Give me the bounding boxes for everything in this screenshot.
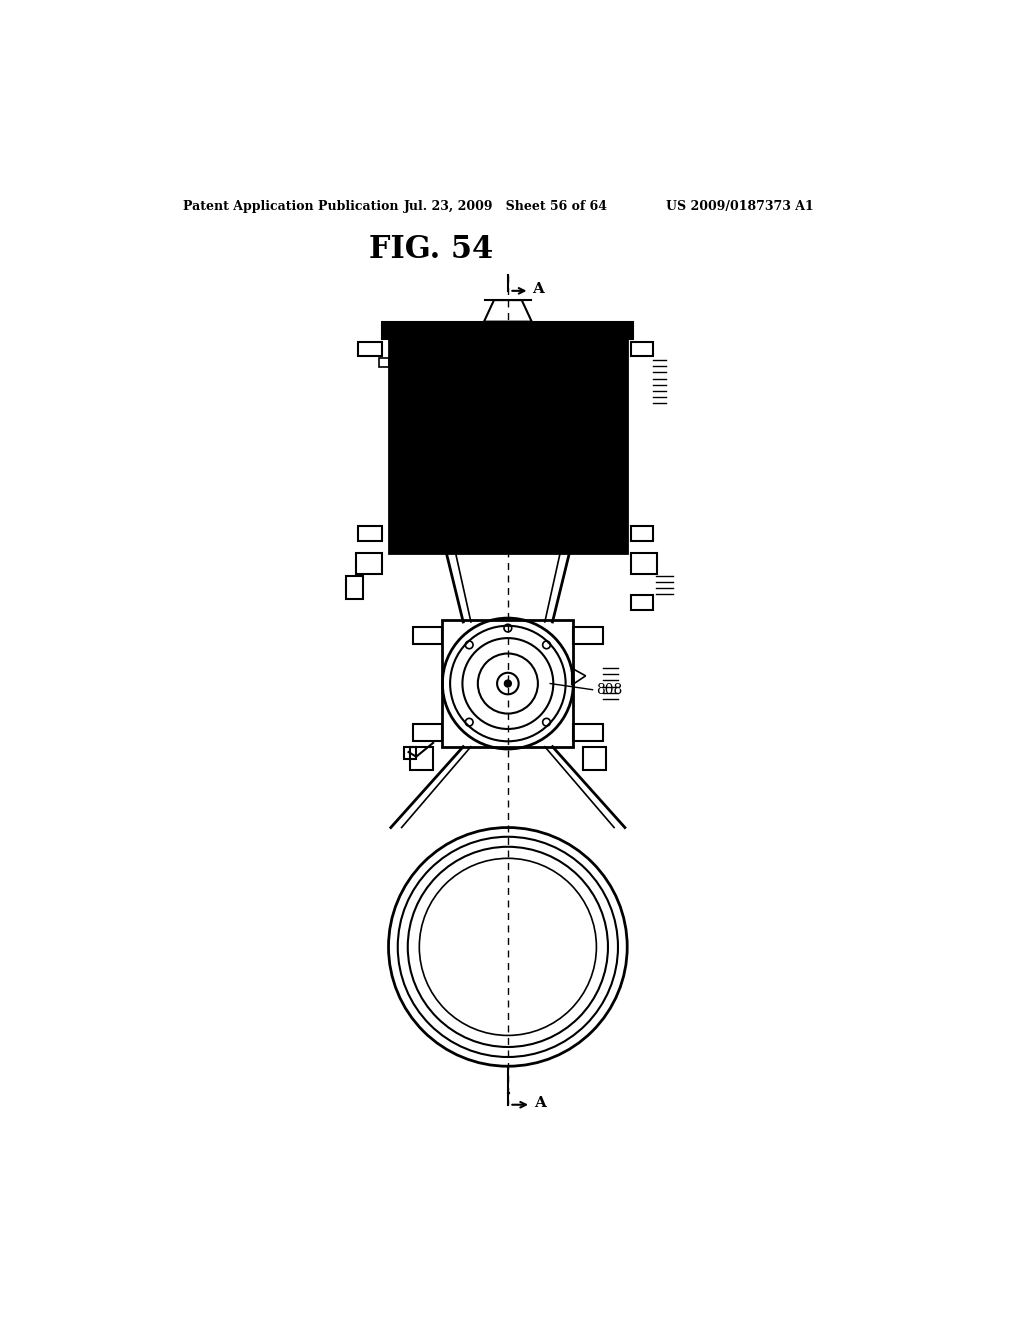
Bar [573, 723, 602, 741]
Bar [631, 525, 652, 541]
Bar [631, 342, 652, 356]
Bar [388, 322, 628, 553]
Bar [631, 595, 652, 610]
Bar [583, 747, 605, 770]
Bar [573, 627, 602, 644]
Bar [631, 553, 657, 574]
Bar [357, 342, 382, 356]
Text: A: A [535, 1096, 546, 1110]
Bar [413, 627, 442, 644]
Text: FIG. 54: FIG. 54 [369, 234, 493, 265]
Text: Jul. 23, 2009   Sheet 56 of 64: Jul. 23, 2009 Sheet 56 of 64 [403, 199, 608, 213]
Text: US 2009/0187373 A1: US 2009/0187373 A1 [666, 199, 813, 213]
Bar [410, 747, 433, 770]
Text: A: A [532, 282, 545, 296]
Bar [413, 723, 442, 741]
Bar [346, 576, 364, 599]
Bar [402, 339, 613, 553]
Bar [382, 322, 634, 339]
Bar [357, 525, 382, 541]
Text: 808: 808 [596, 682, 623, 697]
Bar [442, 620, 573, 747]
Bar [356, 553, 382, 574]
Circle shape [505, 681, 511, 686]
Bar [379, 358, 388, 367]
Bar [403, 747, 416, 759]
Text: Patent Application Publication: Patent Application Publication [183, 199, 398, 213]
